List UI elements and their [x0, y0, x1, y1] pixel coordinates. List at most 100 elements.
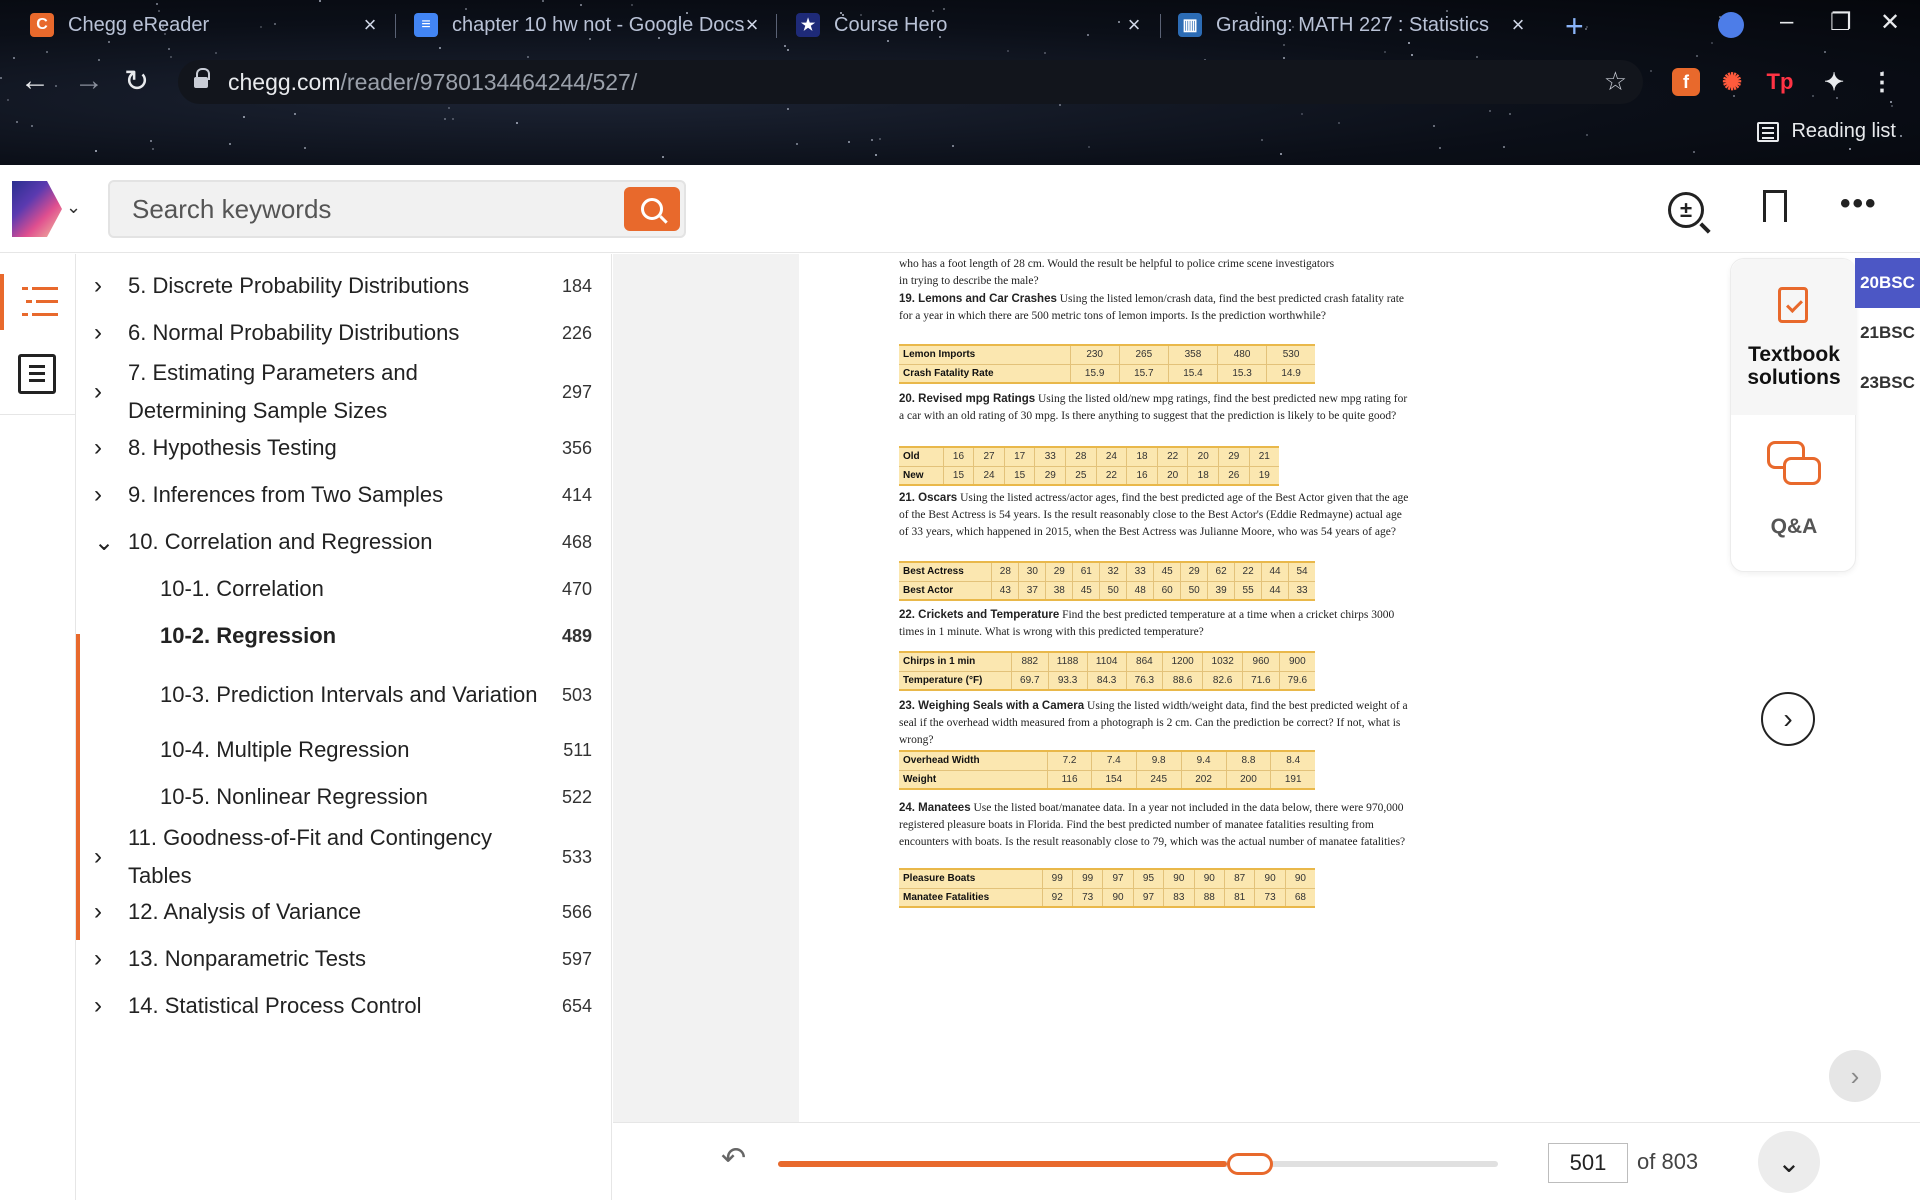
chevron-right-icon[interactable]: › [94, 898, 102, 925]
address-bar[interactable]: chegg.com/reader/9780134464244/527/ ☆ [178, 60, 1643, 104]
progress-handle[interactable] [1227, 1153, 1273, 1175]
toc-label: 8. Hypothesis Testing [128, 435, 337, 460]
notebook-icon[interactable] [18, 354, 56, 394]
tab-chegg-ereader[interactable]: C Chegg eReader × [30, 6, 382, 44]
progress-slider[interactable] [778, 1153, 1498, 1175]
toc-section-item[interactable]: 10-4. Multiple Regression 511 [76, 728, 611, 772]
close-tab-icon[interactable]: × [745, 12, 759, 37]
close-tab-icon[interactable]: × [1127, 12, 1141, 37]
star-dot [319, 0, 321, 2]
toc-chapter-item[interactable]: › 13. Nonparametric Tests 597 [76, 937, 611, 981]
search-button[interactable] [624, 187, 680, 231]
chevron-right-icon[interactable]: › [94, 992, 102, 1019]
collapse-toolbar-button[interactable]: ⌄ [1758, 1131, 1820, 1193]
toc-chapter-item[interactable]: › 9. Inferences from Two Samples 414 [76, 473, 611, 517]
reading-list-button[interactable]: Reading list [1757, 120, 1896, 143]
qa-button[interactable]: Q&A [1731, 415, 1857, 573]
course-tag[interactable]: 21BSC [1860, 323, 1915, 342]
star-dot [1301, 113, 1303, 115]
search-input[interactable] [110, 193, 610, 225]
toc-chapter-item[interactable]: › 7. Estimating Parameters and Determinin… [76, 352, 611, 432]
tab-canvas-grading[interactable]: ▥ Grading: MATH 227 : Statistics × [1178, 6, 1530, 44]
table-cell: 230 [1069, 345, 1120, 365]
course-tag[interactable]: 20BSC [1855, 258, 1920, 308]
toc-page-number: 566 [561, 901, 592, 922]
table-cell: 82.6 [1202, 671, 1243, 690]
toc-section-item[interactable]: 10-3. Prediction Intervals and Variation… [76, 655, 611, 735]
toc-section-item[interactable]: 10-1. Correlation 470 [76, 567, 611, 611]
chevron-right-icon[interactable]: › [94, 319, 102, 346]
restore-icon[interactable]: ❐ [1830, 9, 1852, 36]
undo-arrow-icon[interactable]: ↶ [721, 1142, 747, 1175]
table-cell: 15.7 [1118, 364, 1169, 383]
toc-chapter-item[interactable]: › 5. Discrete Probability Distributions 18… [76, 264, 611, 308]
zoom-icon[interactable]: ± [1668, 192, 1704, 228]
star-dot [883, 25, 885, 27]
next-page-button[interactable]: › [1761, 692, 1815, 746]
chevron-right-icon[interactable]: › [94, 843, 102, 870]
tab-google-docs[interactable]: ≡ chapter 10 hw not - Google Docs × [414, 6, 764, 44]
chevron-right-icon[interactable]: › [94, 481, 102, 508]
extensions-puzzle-icon[interactable]: ✦ [1823, 68, 1845, 96]
chevron-right-icon[interactable]: › [94, 378, 102, 405]
next-page-small-button[interactable]: › [1829, 1050, 1881, 1102]
browser-menu-icon[interactable]: ⋮ [1870, 68, 1894, 96]
bookmark-icon[interactable] [1763, 190, 1787, 231]
docs-favicon-icon: ≡ [414, 13, 438, 37]
table-cell: 191 [1270, 770, 1315, 789]
toc-chapter-item[interactable]: › 6. Normal Probability Distributions 226 [76, 311, 611, 355]
toc-chapter-item[interactable]: › 12. Analysis of Variance 566 [76, 890, 611, 934]
book-cover-logo[interactable] [12, 181, 62, 237]
toc-section-item[interactable]: 10-5. Nonlinear Regression 522 [76, 775, 611, 819]
star-dot [879, 138, 881, 140]
chevron-down-icon[interactable]: ⌄ [66, 197, 82, 217]
table-cell: 29 [1045, 562, 1073, 582]
book-page: who has a foot length of 28 cm. Would th… [799, 254, 1667, 1122]
exercise-body: Using the listed lemon/crash data, find … [899, 293, 1404, 322]
star-dot [871, 139, 873, 141]
reader-area: who has a foot length of 28 cm. Would th… [613, 254, 1667, 1122]
table-cell: 8.8 [1225, 751, 1271, 771]
star-dot [152, 148, 154, 150]
left-rail [0, 254, 76, 1200]
star-dot [215, 52, 217, 54]
toc-chapter-item[interactable]: › 8. Hypothesis Testing 356 [76, 426, 611, 470]
toc-chapter-item[interactable]: ⌄ 10. Correlation and Regression 468 [76, 520, 611, 564]
close-tab-icon[interactable]: × [363, 12, 377, 37]
toc-label: 10-4. Multiple Regression [160, 737, 410, 762]
exercise-title: 20. Revised mpg Ratings [899, 393, 1036, 405]
extension-icon[interactable]: Tp [1766, 69, 1794, 94]
toc-section-item[interactable]: 10-2. Regression 489 [76, 614, 611, 658]
toc-chapter-item[interactable]: › 11. Goodness-of-Fit and Contingency Tab… [76, 817, 611, 897]
close-tab-icon[interactable]: × [1511, 12, 1525, 37]
textbook-solutions-button[interactable]: Textbook solutions [1731, 259, 1857, 415]
minimize-icon[interactable]: – [1780, 8, 1794, 35]
course-tag[interactable]: 23BSC [1860, 373, 1915, 392]
tab-course-hero[interactable]: ★ Course Hero × [796, 6, 1146, 44]
extension-icon[interactable]: f [1672, 68, 1700, 96]
chevron-right-icon[interactable]: › [94, 945, 102, 972]
new-tab-icon[interactable]: + [1565, 8, 1584, 44]
forward-icon[interactable]: → [74, 64, 104, 97]
lock-icon[interactable] [194, 68, 210, 90]
star-dot [1007, 50, 1009, 52]
toc-label: 14. Statistical Process Control [128, 993, 422, 1018]
extension-icon[interactable]: ✺ [1721, 68, 1743, 96]
toc-page-number: 414 [561, 484, 592, 505]
chevron-right-icon[interactable]: › [94, 272, 102, 299]
back-icon[interactable]: ← [20, 64, 50, 97]
more-options-icon[interactable]: ••• [1840, 187, 1878, 220]
bookmark-star-icon[interactable]: ☆ [1603, 66, 1627, 96]
table-of-contents-button[interactable] [0, 274, 76, 330]
reload-icon[interactable]: ↻ [124, 65, 150, 98]
current-chapter-indicator [76, 634, 80, 940]
exercise-body: Find the best predicted temperature at a… [899, 609, 1395, 638]
page-number-input[interactable] [1548, 1143, 1628, 1183]
chevron-right-icon[interactable]: › [94, 434, 102, 461]
close-window-icon[interactable]: ✕ [1880, 9, 1901, 36]
star-dot [842, 14, 844, 16]
toc-chapter-item[interactable]: › 14. Statistical Process Control 654 [76, 984, 611, 1028]
star-dot [164, 33, 166, 35]
profile-icon[interactable] [1718, 12, 1744, 38]
chevron-down-icon[interactable]: ⌄ [94, 528, 115, 556]
